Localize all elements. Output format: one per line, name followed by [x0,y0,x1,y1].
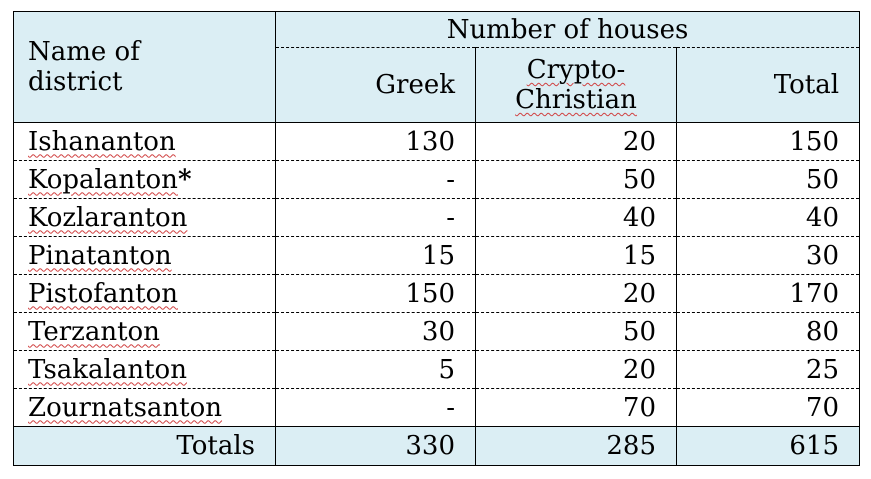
greek-value-cell: - [275,388,476,427]
greek-value-cell: - [275,160,476,199]
total-value-cell: 40 [675,198,861,237]
greek-value: - [446,202,455,233]
table-row: Zournatsanton - 70 70 [13,388,861,427]
greek-value: 130 [405,126,455,157]
table-row: Pistofanton 150 20 170 [13,274,861,313]
greek-header: Greek [275,47,476,123]
district-name-cell: Pinatanton [13,236,276,275]
totals-total-value: 615 [789,431,840,461]
crypto-christian-value-cell: 20 [475,350,677,389]
total-value: 25 [805,354,840,385]
district-name: Pinatanton [28,240,172,271]
district-name: Pistofanton [28,278,178,309]
district-name: Zournatsanton [28,392,223,423]
greek-value-cell: 5 [275,350,476,389]
district-header-cell: Name of district [13,11,276,123]
crypto-christian-value-cell: 40 [475,198,677,237]
greek-value: - [446,164,455,195]
houses-table-container: Name of district Number of houses Greek … [13,11,861,466]
district-name: Kopalanton [28,164,178,195]
table-row: Pinatanton 15 15 30 [13,236,861,275]
footnote-marker: * [177,164,192,195]
district-name: Tsakalanton [28,354,187,385]
totals-label: Totals [176,431,255,461]
greek-value-cell: 30 [275,312,476,351]
totals-greek-cell: 330 [275,426,476,466]
total-value: 80 [805,316,840,347]
crypto-christian-value: 20 [622,126,656,157]
district-name-cell: Kozlaranton [13,198,276,237]
greek-value-cell: 130 [275,122,476,161]
table-row: Terzanton 30 50 80 [13,312,861,351]
crypto-christian-value-cell: 50 [475,160,677,199]
table-row: Tsakalanton 5 20 25 [13,350,861,389]
district-name-cell: Terzanton [13,312,276,351]
total-value-cell: 50 [675,160,861,199]
crypto-christian-value-cell: 20 [475,122,677,161]
table-row: Ishananton 130 20 150 [13,122,861,161]
total-value-cell: 80 [675,312,861,351]
district-name: Terzanton [28,316,160,347]
total-value-cell: 25 [675,350,861,389]
district-name-cell: Ishananton [13,122,276,161]
crypto-christian-value: 50 [622,164,656,195]
totals-crypto-value: 285 [606,431,656,461]
district-header-line2: district [28,67,123,97]
number-of-houses-header: Number of houses [274,11,861,48]
greek-value-cell: - [275,198,476,237]
crypto-christian-value: 70 [622,392,656,423]
total-value-cell: 150 [675,122,861,161]
crypto-header-line2: Christian [515,85,637,115]
total-value-cell: 30 [675,236,861,275]
total-value: 170 [789,278,840,309]
total-value: 30 [805,240,840,271]
district-name-cell: Kopalanton* [13,160,276,199]
crypto-christian-value: 50 [622,316,656,347]
district-name: Kozlaranton [28,202,188,233]
totals-label-cell: Totals [13,426,276,466]
greek-value: 15 [421,240,455,271]
total-value: 150 [789,126,840,157]
crypto-christian-header: Crypto- Christian [475,47,677,123]
district-name: Ishananton [28,126,176,157]
crypto-christian-value: 15 [622,240,656,271]
table-row: Kozlaranton - 40 40 [13,198,861,237]
greek-value-cell: 15 [275,236,476,275]
crypto-christian-value-cell: 70 [475,388,677,427]
totals-total-cell: 615 [675,426,861,466]
district-name-cell: Pistofanton [13,274,276,313]
greek-header-label: Greek [375,70,455,100]
total-value: 70 [805,392,840,423]
district-header-line1: Name of [28,37,140,67]
total-value-cell: 70 [675,388,861,427]
district-name-cell: Tsakalanton [13,350,276,389]
houses-by-district-table: Name of district Number of houses Greek … [13,11,861,466]
crypto-christian-value-cell: 20 [475,274,677,313]
crypto-christian-value: 40 [622,202,656,233]
total-value: 40 [805,202,840,233]
crypto-christian-value-cell: 15 [475,236,677,275]
total-value-cell: 170 [675,274,861,313]
totals-crypto-cell: 285 [475,426,677,466]
greek-value-cell: 150 [275,274,476,313]
crypto-christian-value: 20 [622,354,656,385]
greek-value: 30 [421,316,455,347]
crypto-christian-value: 20 [622,278,656,309]
greek-value: 150 [405,278,455,309]
greek-value: 5 [438,354,455,385]
total-header-label: Total [773,70,840,100]
greek-value: - [446,392,455,423]
total-value: 50 [805,164,840,195]
number-of-houses-label: Number of houses [446,14,689,45]
table-row: Kopalanton* - 50 50 [13,160,861,199]
total-header: Total [675,47,861,123]
district-name-cell: Zournatsanton [13,388,276,427]
totals-row: Totals 330 285 615 [13,426,861,466]
crypto-header-line1: Crypto- [526,55,626,85]
crypto-christian-value-cell: 50 [475,312,677,351]
table-body: Ishananton 130 20 150 Kopalanton* -50 50 Kozlar… [13,122,861,427]
totals-greek-value: 330 [405,431,455,461]
